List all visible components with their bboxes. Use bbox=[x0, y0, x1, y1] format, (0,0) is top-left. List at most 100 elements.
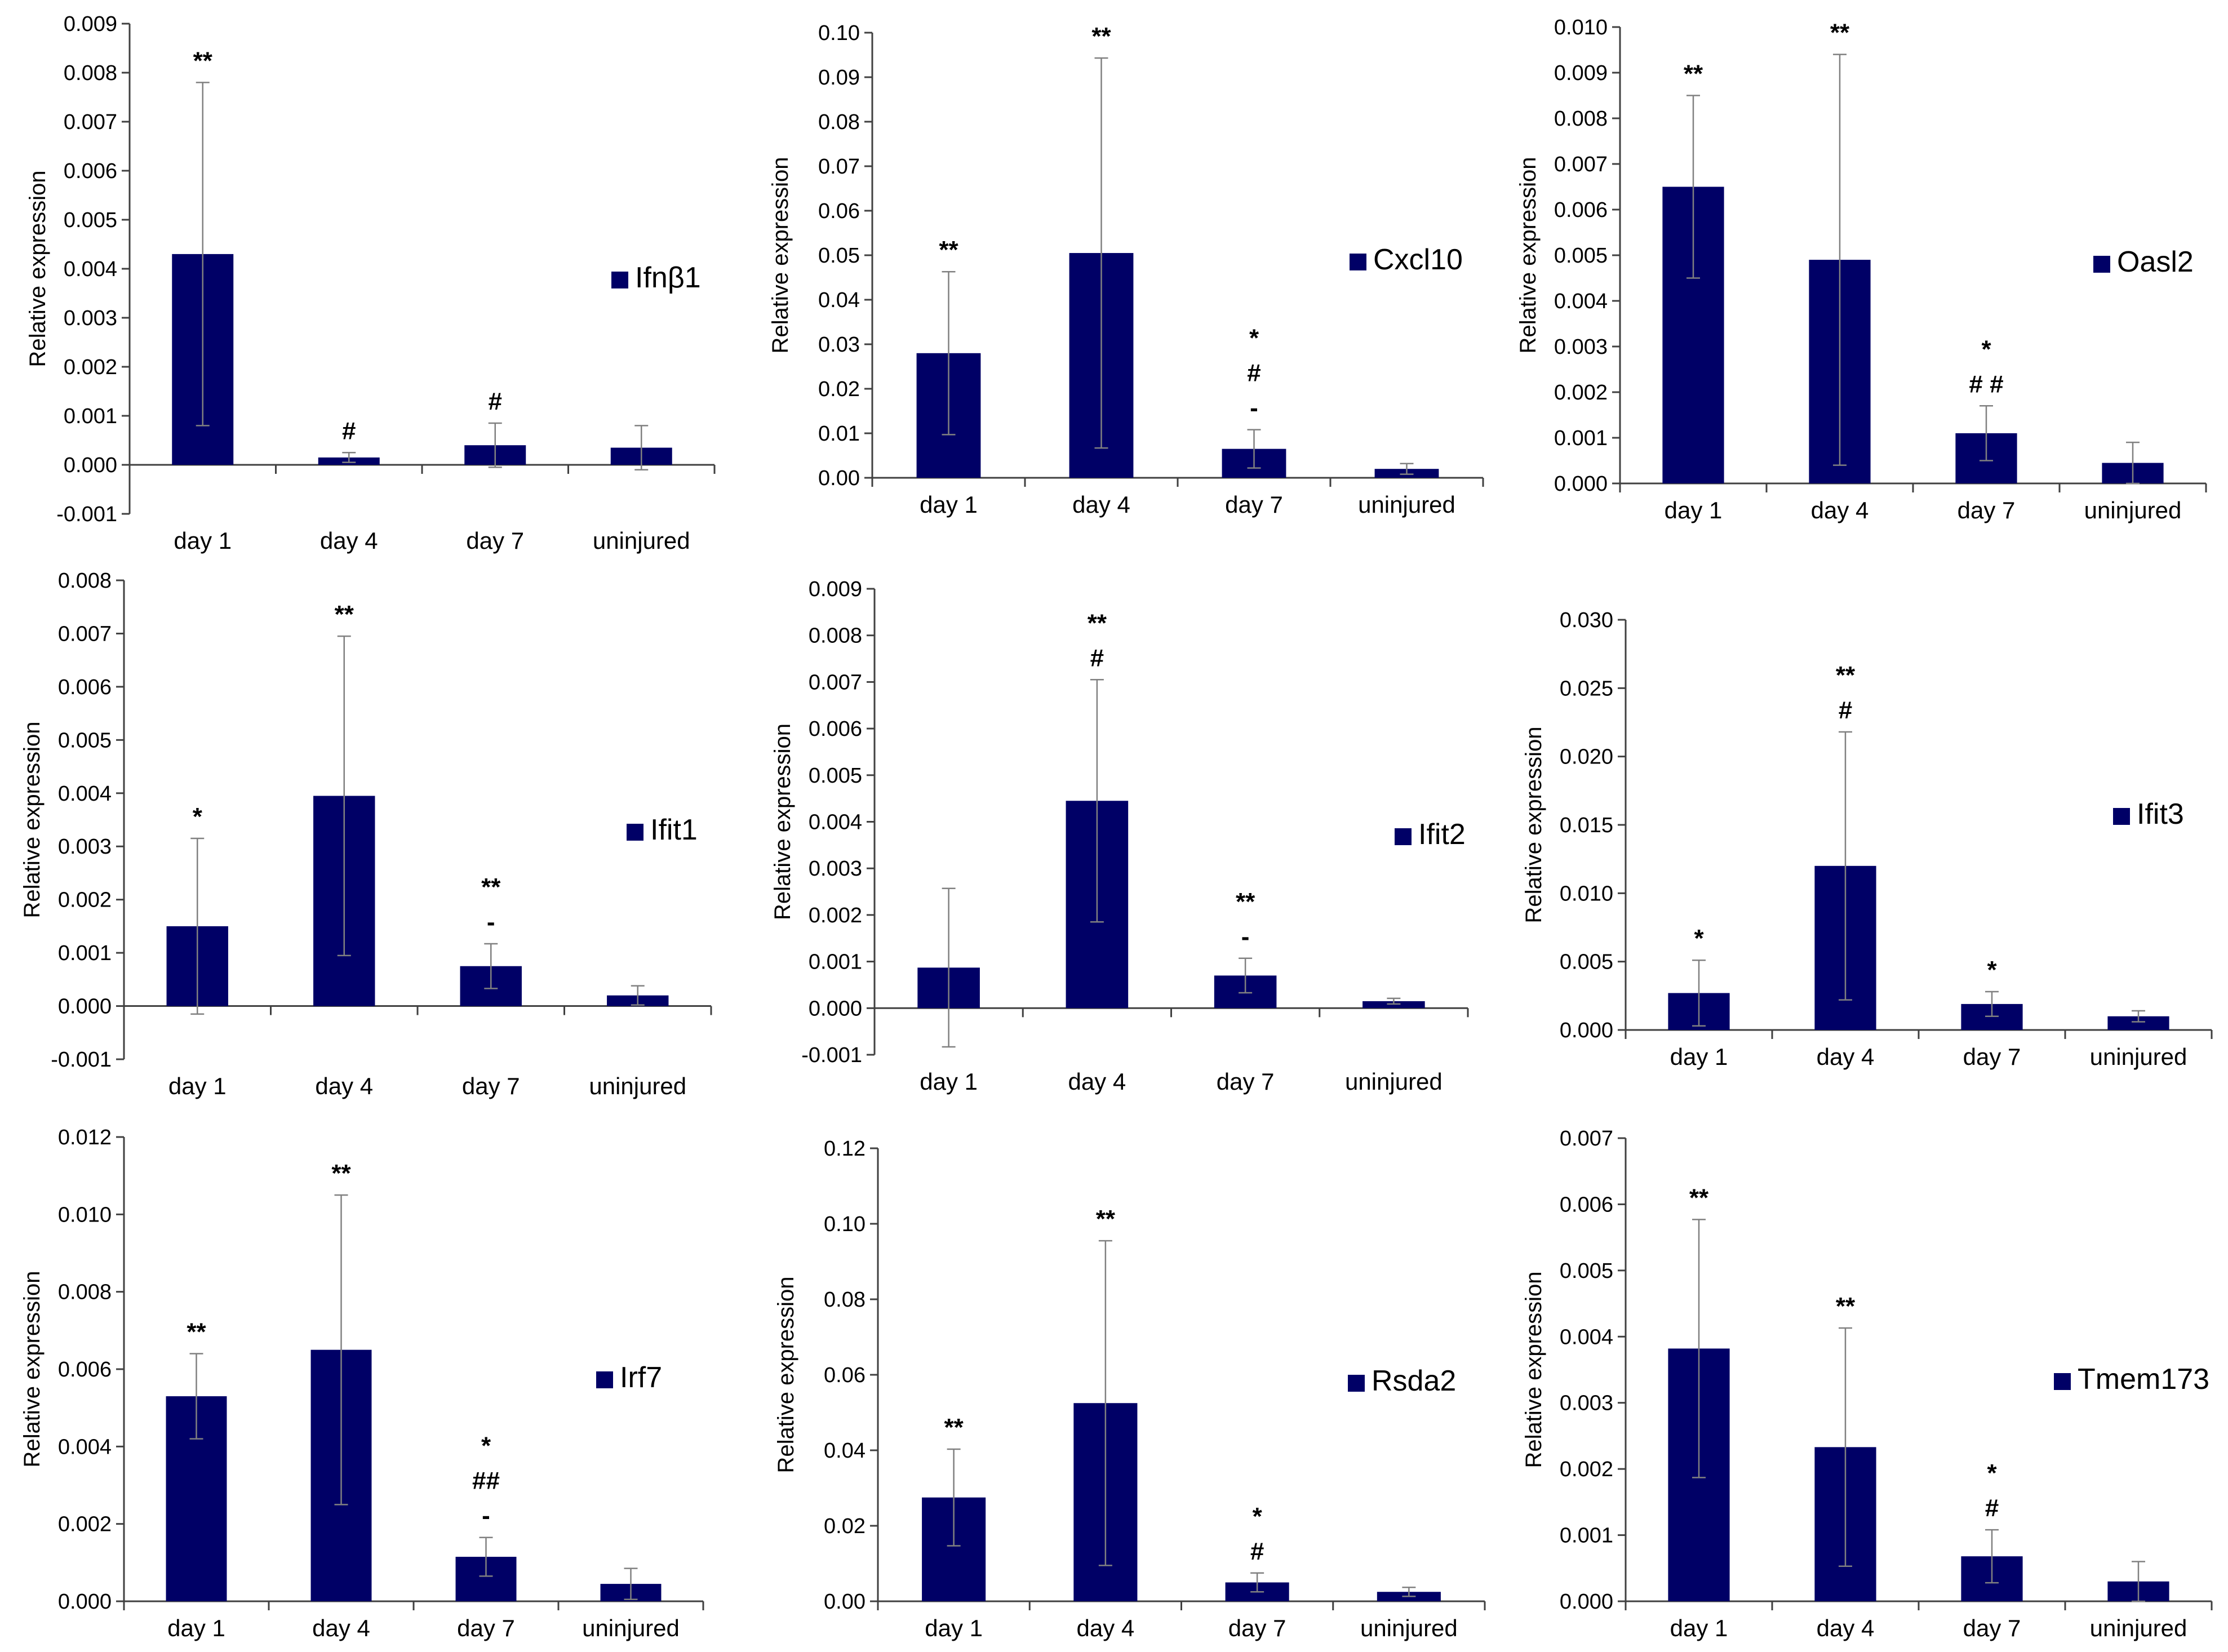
significance-marker: # # bbox=[1969, 370, 2003, 398]
significance-marker: ** bbox=[481, 873, 501, 901]
y-tick-label: 0.08 bbox=[818, 110, 860, 134]
y-tick-label: 0.001 bbox=[58, 942, 112, 965]
x-category-label: day 1 bbox=[168, 1073, 227, 1099]
significance-marker: ** bbox=[335, 601, 354, 628]
y-tick-label: 0.009 bbox=[809, 578, 862, 601]
y-tick-label: 0.06 bbox=[818, 199, 860, 223]
legend-label: Tmem173 bbox=[2078, 1363, 2209, 1396]
y-tick-label: 0.008 bbox=[64, 61, 117, 85]
y-tick-label: 0.01 bbox=[818, 422, 860, 446]
y-tick-label: 0.000 bbox=[1560, 1590, 1613, 1614]
significance-marker: * bbox=[1987, 956, 1997, 984]
significance-marker: ** bbox=[193, 47, 213, 74]
y-tick-label: 0.004 bbox=[58, 782, 112, 806]
significance-marker: ** bbox=[1836, 1293, 1856, 1320]
significance-marker: * bbox=[1987, 1459, 1997, 1487]
x-category-label: day 1 bbox=[1665, 497, 1723, 523]
y-tick-label: 0.010 bbox=[1554, 16, 1608, 39]
x-category-label: day 4 bbox=[1072, 491, 1130, 518]
x-category-label: day 7 bbox=[457, 1615, 515, 1641]
legend-swatch bbox=[1348, 1375, 1365, 1392]
x-category-label: day 4 bbox=[1811, 497, 1869, 523]
significance-marker: ** bbox=[1836, 661, 1856, 689]
y-axis-title: Relative expression bbox=[774, 1276, 798, 1473]
x-category-label: day 1 bbox=[920, 1068, 978, 1095]
y-tick-label: 0.009 bbox=[1554, 61, 1608, 85]
y-tick-label: 0.008 bbox=[1554, 107, 1608, 131]
y-tick-label: 0.010 bbox=[1560, 882, 1613, 905]
y-tick-label: 0.001 bbox=[1554, 427, 1608, 450]
y-tick-label: 0.000 bbox=[58, 1590, 112, 1614]
y-tick-label: 0.04 bbox=[818, 288, 860, 312]
x-category-label: uninjured bbox=[1345, 1068, 1443, 1095]
y-tick-label: 0.015 bbox=[1560, 814, 1613, 837]
y-tick-label: 0.006 bbox=[58, 1358, 112, 1382]
y-tick-label: 0.030 bbox=[1560, 609, 1613, 632]
y-tick-label: 0.008 bbox=[809, 624, 862, 648]
x-category-label: day 4 bbox=[312, 1615, 370, 1641]
y-tick-label: 0.06 bbox=[824, 1364, 866, 1387]
x-category-label: day 7 bbox=[1963, 1615, 2021, 1641]
chart-panel-ifit3: 0.000 0.005 0.010 0.015 0.020 0.025 0.030 Relat… bbox=[1521, 609, 2213, 1070]
x-category-label: day 1 bbox=[1670, 1043, 1728, 1070]
y-tick-label: 0.007 bbox=[1560, 1127, 1613, 1151]
y-tick-label: 0.12 bbox=[824, 1137, 866, 1161]
y-axis-title: Relative expression bbox=[1521, 726, 1546, 923]
significance-marker: * bbox=[193, 803, 203, 831]
y-tick-label: 0.025 bbox=[1560, 677, 1613, 700]
y-tick-label: 0.001 bbox=[809, 951, 862, 974]
significance-marker: ## bbox=[472, 1467, 500, 1495]
y-tick-label: 0.006 bbox=[1560, 1193, 1613, 1216]
y-tick-label: 0.02 bbox=[818, 378, 860, 401]
significance-marker: - bbox=[1250, 394, 1258, 422]
legend-label: Ifnβ1 bbox=[635, 261, 701, 294]
chart-panel-irf7: 0.000 0.002 0.004 0.006 0.008 0.010 0.012 Relat… bbox=[20, 1126, 704, 1641]
significance-marker: # bbox=[1250, 1538, 1264, 1565]
x-category-label: day 4 bbox=[1068, 1068, 1126, 1095]
y-tick-label: 0.002 bbox=[809, 904, 862, 927]
y-tick-label: 0.003 bbox=[1554, 335, 1608, 359]
x-category-label: day 7 bbox=[1958, 497, 2016, 523]
y-tick-label: 0.004 bbox=[64, 257, 117, 281]
significance-marker: * bbox=[1249, 325, 1259, 352]
significance-marker: * bbox=[481, 1432, 491, 1460]
y-tick-label: 0.007 bbox=[58, 622, 112, 646]
significance-marker: ** bbox=[1088, 609, 1107, 637]
y-tick-label: 0.012 bbox=[58, 1126, 112, 1149]
y-tick-label: 0.020 bbox=[1560, 745, 1613, 769]
y-tick-label: 0.005 bbox=[64, 208, 117, 232]
x-category-label: day 7 bbox=[462, 1073, 520, 1099]
y-tick-label: 0.04 bbox=[824, 1439, 866, 1463]
x-category-label: day 7 bbox=[1963, 1043, 2021, 1070]
significance-marker: # bbox=[342, 417, 356, 445]
y-axis-title: Relative expression bbox=[25, 170, 50, 367]
y-tick-label: -0.001 bbox=[51, 1048, 112, 1072]
significance-marker: ** bbox=[331, 1160, 351, 1187]
y-tick-label: 0.000 bbox=[64, 454, 117, 477]
significance-marker: * bbox=[1253, 1503, 1263, 1530]
y-tick-label: 0.10 bbox=[824, 1213, 866, 1236]
significance-marker: * bbox=[1694, 925, 1704, 952]
y-tick-label: 0.005 bbox=[809, 764, 862, 788]
y-tick-label: 0.00 bbox=[818, 467, 860, 490]
x-category-label: day 4 bbox=[1077, 1615, 1135, 1641]
x-category-label: day 4 bbox=[1817, 1615, 1875, 1641]
x-category-label: uninjured bbox=[1360, 1615, 1458, 1641]
legend-swatch bbox=[2054, 1373, 2071, 1390]
y-axis-title: Relative expression bbox=[768, 157, 793, 353]
x-category-label: day 1 bbox=[925, 1615, 983, 1641]
y-tick-label: 0.009 bbox=[64, 12, 117, 36]
significance-marker: # bbox=[1090, 644, 1104, 672]
y-tick-label: 0.09 bbox=[818, 66, 860, 90]
y-tick-label: -0.001 bbox=[801, 1043, 862, 1067]
y-tick-label: 0.004 bbox=[809, 811, 862, 834]
legend-swatch bbox=[2113, 808, 2130, 825]
chart-panel-tmem173: 0.000 0.001 0.002 0.003 0.004 0.005 0.006 0.007… bbox=[1521, 1127, 2213, 1641]
significance-marker: ** bbox=[1689, 1184, 1709, 1211]
y-tick-label: 0.000 bbox=[58, 995, 112, 1019]
significance-marker: - bbox=[487, 908, 495, 936]
significance-marker: ** bbox=[1236, 888, 1255, 916]
legend-label: Rsda2 bbox=[1372, 1365, 1456, 1397]
x-category-label: day 1 bbox=[1670, 1615, 1728, 1641]
y-tick-label: 0.07 bbox=[818, 155, 860, 179]
